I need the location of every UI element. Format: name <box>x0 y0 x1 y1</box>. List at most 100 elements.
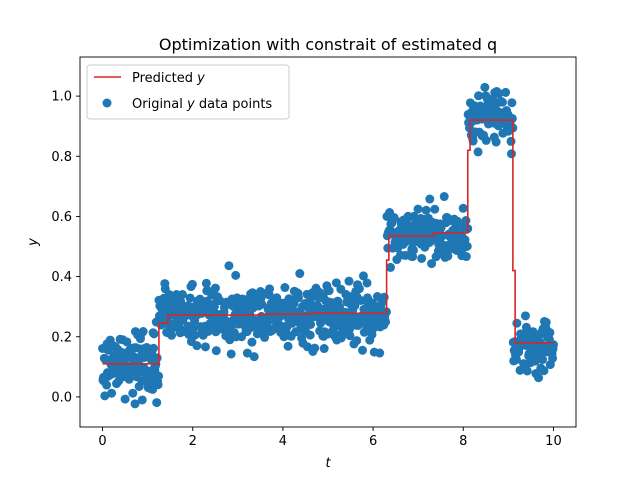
legend-predicted-var: y <box>196 71 205 86</box>
data-point <box>473 147 483 157</box>
data-point <box>443 251 453 261</box>
data-point <box>200 342 210 352</box>
data-point <box>358 271 368 281</box>
data-point <box>539 366 549 376</box>
data-point <box>102 380 112 390</box>
legend-label-predicted: Predicted y <box>132 71 205 86</box>
data-point <box>452 216 462 226</box>
data-point <box>358 345 368 355</box>
legend-label-original: Original y data points <box>132 97 272 112</box>
data-point <box>226 349 236 359</box>
data-point <box>177 289 187 299</box>
data-point <box>152 398 162 408</box>
data-point <box>153 380 163 390</box>
data-point <box>231 270 241 280</box>
data-point <box>100 391 110 401</box>
data-point <box>352 336 362 346</box>
data-point <box>545 328 555 338</box>
data-point <box>295 269 305 279</box>
data-point <box>474 91 484 101</box>
data-point <box>128 388 138 398</box>
data-point <box>497 97 507 107</box>
x-tick-label: 2 <box>189 434 197 449</box>
data-point <box>409 245 419 255</box>
data-point <box>548 353 558 363</box>
axes-frame <box>79 56 577 428</box>
x-tick-label: 0 <box>98 434 106 449</box>
data-point <box>107 388 117 398</box>
data-point <box>293 293 303 303</box>
data-point <box>280 283 290 293</box>
data-point <box>324 286 334 296</box>
data-point <box>187 279 197 289</box>
data-point <box>192 341 202 351</box>
data-point <box>421 205 431 215</box>
data-point <box>257 299 267 309</box>
data-point <box>491 137 501 147</box>
data-point <box>538 355 548 365</box>
data-point <box>249 352 259 362</box>
data-point <box>548 340 558 350</box>
data-point <box>283 341 293 351</box>
data-point <box>350 301 360 311</box>
data-point <box>130 399 140 409</box>
data-point <box>430 204 440 214</box>
data-point <box>149 343 159 353</box>
data-point <box>462 241 472 251</box>
x-tick-label: 6 <box>369 434 377 449</box>
data-point <box>381 317 391 327</box>
chart-title: Optimization with constrait of estimated… <box>159 35 497 54</box>
data-point <box>494 88 504 98</box>
data-point <box>176 296 186 306</box>
data-point <box>122 337 132 347</box>
y-tick-label: 0.4 <box>51 270 72 285</box>
data-point <box>413 204 423 214</box>
data-point <box>149 329 159 339</box>
data-point <box>190 330 200 340</box>
data-point <box>210 283 220 293</box>
x-tick-label: 8 <box>459 434 467 449</box>
x-axis-label: t <box>325 456 331 471</box>
data-point <box>507 98 517 108</box>
data-point <box>247 337 257 347</box>
y-tick-label: 0.8 <box>51 150 72 165</box>
data-point <box>427 259 437 269</box>
data-point <box>480 82 490 92</box>
x-tick-label: 4 <box>279 434 287 449</box>
data-point <box>458 203 468 213</box>
y-tick-label: 0.2 <box>51 330 72 345</box>
data-point <box>242 348 252 358</box>
data-point <box>425 194 435 204</box>
legend-original-suffix: data points <box>195 97 273 112</box>
data-point <box>520 311 530 321</box>
data-point <box>439 192 449 202</box>
data-point <box>306 319 316 329</box>
data-point <box>305 330 315 340</box>
x-tick-label: 10 <box>545 434 562 449</box>
legend-original-var: y <box>186 97 195 112</box>
data-point <box>437 232 447 242</box>
data-point <box>265 284 275 294</box>
data-point <box>506 149 516 159</box>
data-point <box>541 317 551 327</box>
legend-frame <box>86 64 290 120</box>
data-point <box>211 346 221 356</box>
data-point <box>345 331 355 341</box>
data-point <box>310 343 320 353</box>
predicted-line <box>102 119 554 365</box>
data-point <box>224 261 234 271</box>
data-point <box>344 276 354 286</box>
plot-area <box>98 82 558 409</box>
data-point <box>362 278 372 288</box>
data-point <box>152 353 162 363</box>
data-point <box>506 136 516 146</box>
y-tick-label: 0.0 <box>51 390 72 405</box>
data-point <box>319 344 329 354</box>
legend-predicted-prefix: Predicted <box>132 71 197 86</box>
legend-marker-swatch <box>102 98 112 108</box>
data-point <box>138 327 148 336</box>
data-point <box>501 87 511 97</box>
data-point <box>201 278 211 288</box>
data-point <box>331 278 341 288</box>
